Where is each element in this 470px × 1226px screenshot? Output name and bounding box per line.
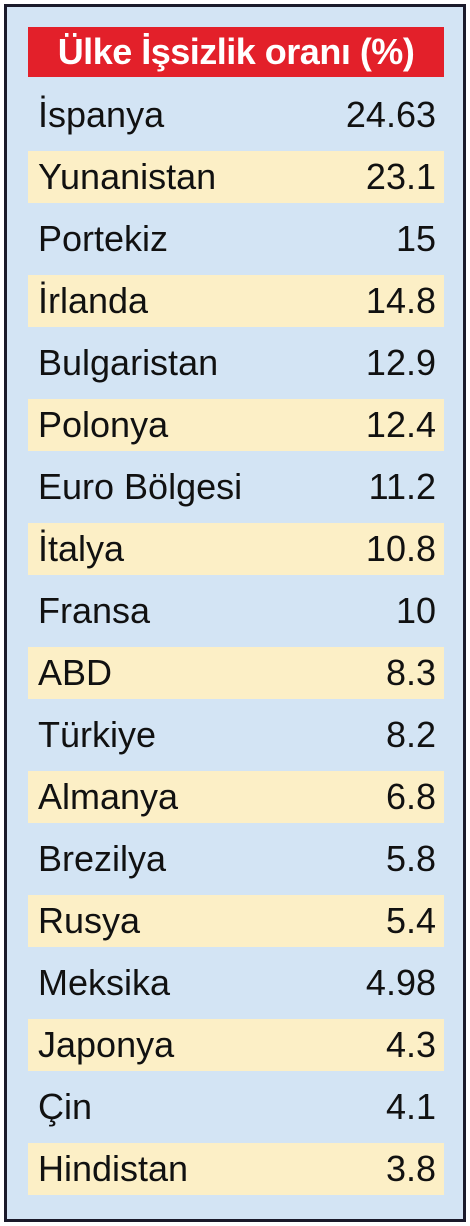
table-row: İrlanda 14.8 xyxy=(28,275,444,327)
unemployment-rate: 5.8 xyxy=(385,838,436,879)
unemployment-rate: 15 xyxy=(395,218,436,259)
country-name: Polonya xyxy=(38,404,169,445)
unemployment-rate: 6.8 xyxy=(385,776,436,817)
unemployment-rate: 11.2 xyxy=(368,466,436,507)
country-name: Rusya xyxy=(38,900,141,941)
table-row: Hindistan 3.8 xyxy=(28,1143,444,1195)
table-row: Türkiye 8.2 xyxy=(28,709,444,761)
table-row: Çin 4.1 xyxy=(28,1081,444,1133)
country-name: Türkiye xyxy=(38,714,157,755)
country-name: Çin xyxy=(38,1086,93,1127)
unemployment-rate: 12.9 xyxy=(365,342,436,383)
country-name: Euro Bölgesi xyxy=(38,466,243,507)
unemployment-rate: 5.4 xyxy=(385,900,436,941)
table-row: Bulgaristan 12.9 xyxy=(28,337,444,389)
table-frame: Ülke İşsizlik oranı (%) İspanya 24.63 Yuna… xyxy=(4,4,466,1222)
table-row: Fransa 10 xyxy=(28,585,444,637)
country-name: Almanya xyxy=(38,776,179,817)
country-name: İtalya xyxy=(38,528,125,569)
country-name: Meksika xyxy=(38,962,171,1003)
table-row: İtalya 10.8 xyxy=(28,523,444,575)
table-row: Brezilya 5.8 xyxy=(28,833,444,885)
unemployment-rate: 8.3 xyxy=(385,652,436,693)
unemployment-rate: 10.8 xyxy=(365,528,436,569)
unemployment-rate: 23.1 xyxy=(365,156,436,197)
unemployment-rate: 14.8 xyxy=(365,280,436,321)
unemployment-rate: 8.2 xyxy=(385,714,436,755)
table-row: Polonya 12.4 xyxy=(28,399,444,451)
unemployment-rate: 4.98 xyxy=(365,962,436,1003)
table-row: Meksika 4.98 xyxy=(28,957,444,1009)
table-row: İspanya 24.63 xyxy=(28,89,444,141)
table-row: Portekiz 15 xyxy=(28,213,444,265)
country-name: Japonya xyxy=(38,1024,175,1065)
country-name: İrlanda xyxy=(38,280,149,321)
country-name: Fransa xyxy=(38,590,151,631)
table-row: Rusya 5.4 xyxy=(28,895,444,947)
unemployment-rate: 12.4 xyxy=(365,404,436,445)
country-name: Hindistan xyxy=(38,1148,189,1189)
unemployment-rate: 10 xyxy=(395,590,436,631)
table-row: Euro Bölgesi 11.2 xyxy=(28,461,444,513)
unemployment-rate: 24.63 xyxy=(345,94,436,135)
country-name: Portekiz xyxy=(38,218,169,259)
table-row: ABD 8.3 xyxy=(28,647,444,699)
unemployment-rate: 4.3 xyxy=(385,1024,436,1065)
table-row: Almanya 6.8 xyxy=(28,771,444,823)
country-name: Bulgaristan xyxy=(38,342,219,383)
table-row: Yunanistan 23.1 xyxy=(28,151,444,203)
table-row: Japonya 4.3 xyxy=(28,1019,444,1071)
country-name: Yunanistan xyxy=(38,156,217,197)
country-name: ABD xyxy=(38,652,113,693)
unemployment-rate: 4.1 xyxy=(385,1086,436,1127)
country-name: İspanya xyxy=(38,94,165,135)
country-name: Brezilya xyxy=(38,838,167,879)
unemployment-rate: 3.8 xyxy=(385,1148,436,1189)
table-title: Ülke İşsizlik oranı (%) xyxy=(28,27,444,77)
